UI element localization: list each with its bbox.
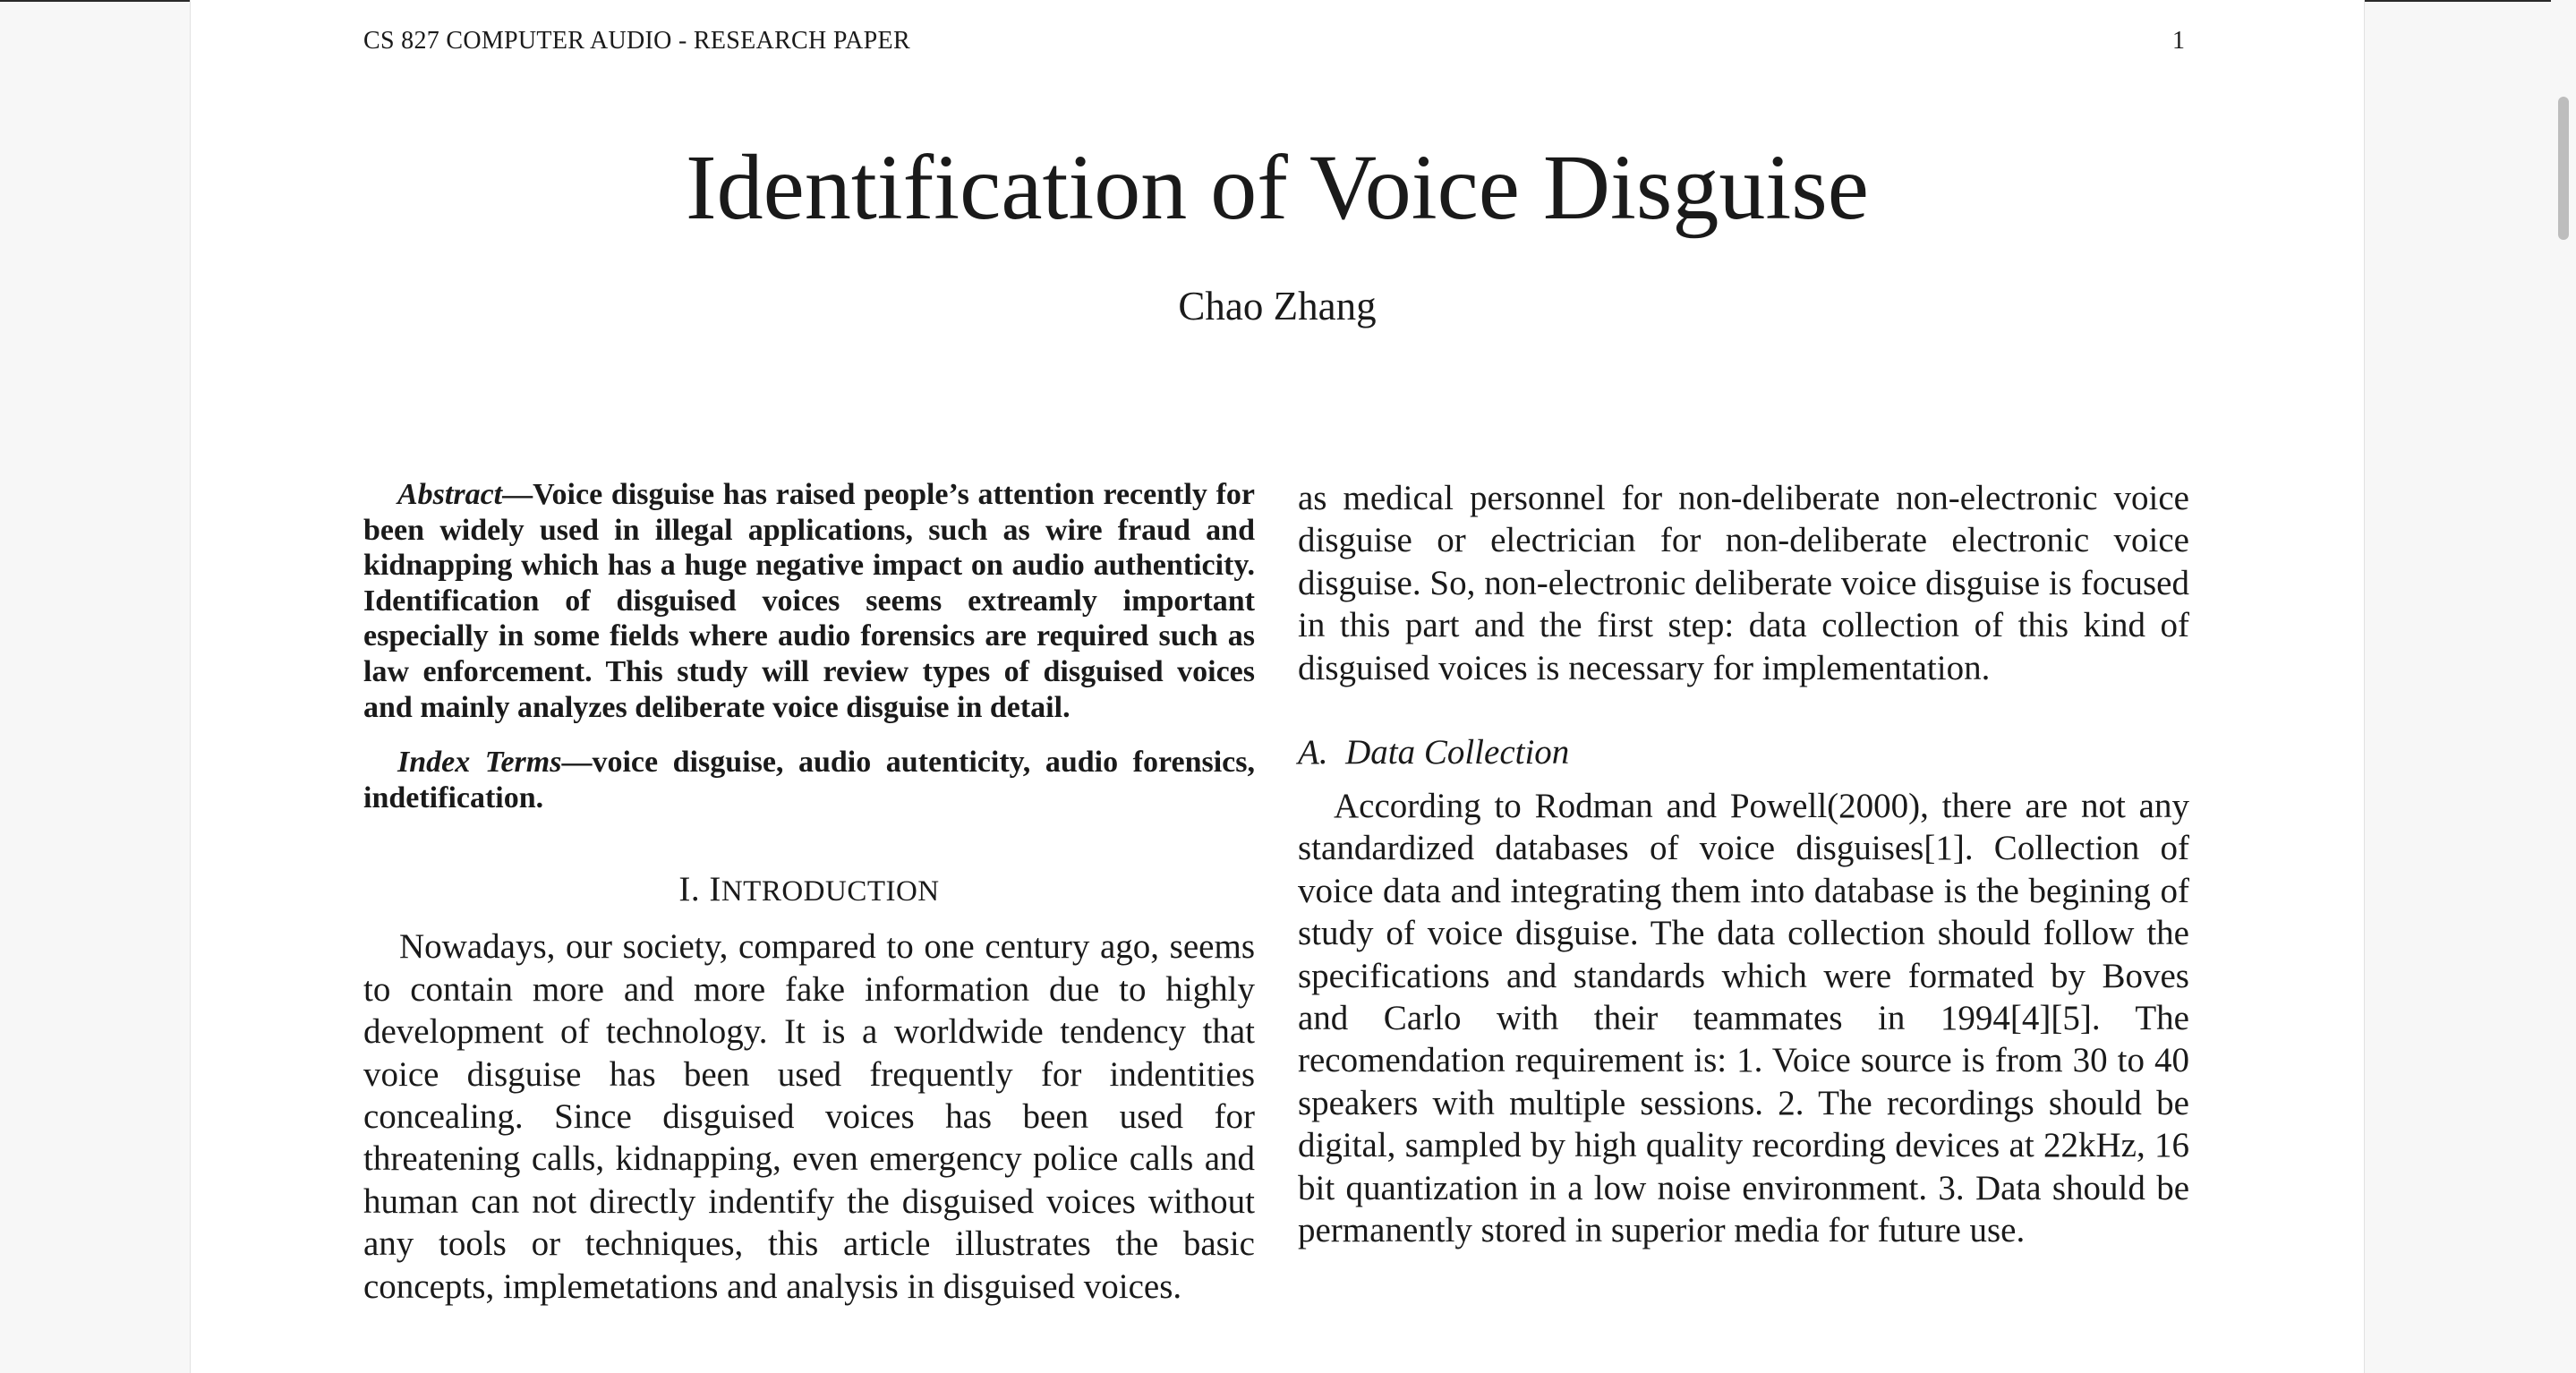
paper-title: Identification of Voice Disguise — [686, 136, 1869, 239]
abstract-dash: — — [502, 478, 533, 511]
abstract: Abstract—Voice disguise has raised peopl… — [363, 477, 1255, 725]
index-terms-dash: — — [561, 746, 593, 780]
data-collection-paragraph: According to Rodman and Powell(2000), th… — [1298, 787, 2189, 1250]
author-name: Chao Zhang — [1178, 284, 1377, 328]
abstract-text: Voice disguise has raised people’s atten… — [363, 478, 1255, 724]
left-column: Abstract—Voice disguise has raised peopl… — [363, 477, 1255, 1308]
subsection-title: Data Collection — [1345, 733, 1570, 772]
scrollbar-thumb[interactable] — [2558, 97, 2569, 240]
paper-page: CS 827 COMPUTER AUDIO - RESEARCH PAPER 1… — [190, 0, 2365, 1373]
index-terms-label: Index Terms — [397, 746, 562, 780]
index-terms-text: voice disguise, audio autenticity, audio… — [363, 746, 1255, 814]
section-number: I. — [678, 870, 701, 909]
section-title-initial: I — [709, 870, 721, 909]
abstract-label: Abstract — [397, 478, 503, 511]
page-number: 1 — [2172, 27, 2185, 55]
running-head: CS 827 COMPUTER AUDIO - RESEARCH PAPER — [363, 27, 910, 55]
section-title-rest: ntroduction — [721, 875, 940, 908]
section-heading-introduction: I. Introduction — [363, 869, 1255, 909]
right-column: as medical personnel for non-deliberate … — [1298, 477, 2189, 1252]
subsection-label: A. — [1298, 733, 1328, 772]
index-terms: Index Terms—voice disguise, audio autent… — [363, 745, 1255, 815]
subsection-heading-data-collection: A. Data Collection — [1298, 732, 2189, 772]
introduction-paragraph: Nowadays, our society, compared to one c… — [363, 927, 1255, 1306]
continuation-paragraph: as medical personnel for non-deliberate … — [1298, 479, 2189, 687]
vertical-scrollbar[interactable] — [2551, 0, 2576, 1373]
